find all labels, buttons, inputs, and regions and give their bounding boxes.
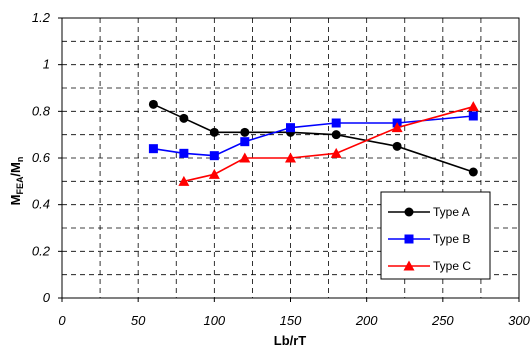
data-point-type-a — [331, 130, 341, 140]
x-tick-label: 100 — [203, 313, 225, 328]
y-tick-label: 0.6 — [32, 150, 51, 165]
data-point-type-b — [240, 137, 250, 147]
data-point-type-b — [468, 111, 478, 121]
data-point-type-a — [468, 167, 478, 177]
data-point-type-a — [209, 127, 219, 137]
data-point-type-c — [467, 101, 479, 112]
x-tick-label: 300 — [508, 313, 530, 328]
legend-box — [380, 191, 491, 280]
series-group — [148, 99, 479, 186]
data-point-type-c — [285, 152, 296, 163]
data-point-type-c — [391, 122, 403, 133]
x-tick-label: 0 — [58, 313, 66, 328]
x-axis-ticks: 0 50 100 150 200 250 300 — [58, 298, 531, 328]
legend-marker-type-c — [403, 260, 415, 271]
data-point-type-b — [331, 118, 341, 128]
series-line-type-a — [153, 103, 474, 173]
data-point-type-a — [148, 99, 158, 109]
legend-label-type-b: Type B — [433, 232, 470, 246]
x-tick-label: 200 — [355, 313, 378, 328]
data-point-type-b — [209, 151, 219, 161]
data-point-type-c — [239, 152, 251, 163]
legend-label-type-c: Type C — [433, 259, 471, 273]
y-tick-label: 0 — [43, 290, 51, 305]
data-point-type-c — [208, 168, 220, 179]
data-point-type-a — [240, 127, 250, 137]
y-axis-title: MFEA/Mn — [8, 157, 25, 206]
x-tick-label: 50 — [131, 313, 146, 328]
y-tick-label: 0.4 — [32, 197, 50, 212]
data-point-type-b — [179, 148, 189, 158]
legend-label-type-a: Type A — [433, 205, 470, 219]
data-point-type-b — [148, 144, 158, 154]
x-tick-label: 250 — [431, 313, 454, 328]
data-point-type-a — [179, 113, 189, 123]
x-axis-title: Lb/rT — [274, 333, 307, 348]
data-point-type-c — [330, 147, 342, 158]
legend-marker-type-a — [404, 207, 414, 217]
y-tick-label: 0.2 — [32, 243, 51, 258]
series-line-type-b — [153, 115, 474, 157]
y-tick-label: 1.2 — [32, 10, 51, 25]
data-point-type-a — [392, 141, 402, 151]
x-tick-label: 150 — [280, 313, 302, 328]
y-axis-ticks: 0 0.2 0.4 0.6 0.8 1 1.2 — [32, 10, 62, 305]
y-tick-label: 0.8 — [32, 103, 51, 118]
legend-marker-type-b — [404, 234, 414, 244]
legend: Type A Type B Type C — [380, 191, 491, 280]
data-point-type-c — [178, 175, 190, 186]
data-point-type-b — [286, 123, 295, 133]
y-tick-label: 1 — [43, 57, 50, 72]
